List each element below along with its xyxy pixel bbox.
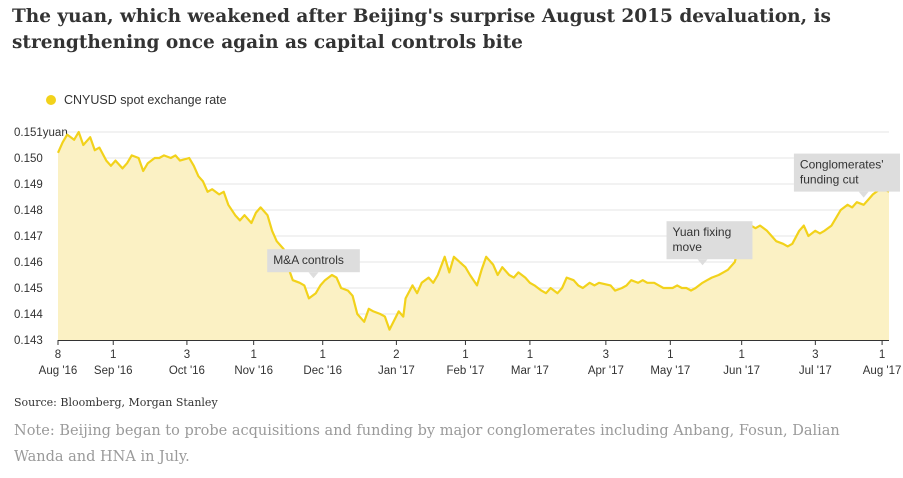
x-tick-month-label: Nov '16 <box>234 365 273 377</box>
legend-dot-icon <box>46 95 56 105</box>
annotation-pointer <box>858 191 869 198</box>
x-tick-month-label: Jan '17 <box>378 365 415 377</box>
annotation-label: Conglomerates' <box>800 158 884 172</box>
x-tick-day-label: 3 <box>184 349 190 361</box>
exchange-rate-chart: 0.151yuan 0.150 0.149 0.148 0.147 0.146 0.145 0… <box>14 127 902 377</box>
x-tick-day-label: 2 <box>393 349 399 361</box>
y-tick-label: 0.148 <box>14 205 43 217</box>
x-tick-day-label: 1 <box>879 349 885 361</box>
annotation-label: M&A controls <box>273 253 344 267</box>
y-tick-label: 0.145 <box>14 283 43 295</box>
annotation-box <box>666 221 753 260</box>
x-tick-day-label: 1 <box>462 349 468 361</box>
y-tick-label: 0.151yuan <box>14 127 68 139</box>
chart-note: Note: Beijing began to probe acquisition… <box>14 423 840 465</box>
y-tick-label: 0.149 <box>14 179 43 191</box>
x-tick-month-label: Sep '16 <box>94 365 133 377</box>
x-tick-day-label: 8 <box>55 349 61 361</box>
chart-legend: CNYUSD spot exchange rate <box>46 93 227 107</box>
annotation-label: move <box>673 240 703 254</box>
x-tick-day-label: 1 <box>527 349 533 361</box>
x-tick-month-label: Feb '17 <box>446 365 484 377</box>
x-tick-day-label: 1 <box>667 349 673 361</box>
x-tick-month-label: Aug '16 <box>39 365 78 377</box>
x-tick-day-label: 1 <box>738 349 744 361</box>
x-tick-month-label: Jul '17 <box>799 365 832 377</box>
annotation-pointer <box>697 259 708 266</box>
series-line <box>56 130 890 331</box>
y-tick-label: 0.150 <box>14 153 43 165</box>
annotation-label: funding cut <box>800 173 859 187</box>
chart-headline: The yuan, which weakened after Beijing's… <box>12 6 831 53</box>
annotation-pointer <box>308 272 319 279</box>
y-tick-label: 0.143 <box>14 335 43 347</box>
x-tick-day-label: 1 <box>250 349 256 361</box>
y-tick-label: 0.147 <box>14 231 43 243</box>
x-tick-day-label: 1 <box>320 349 326 361</box>
y-tick-label: 0.146 <box>14 257 43 269</box>
y-tick-label: 0.144 <box>14 309 43 321</box>
x-tick-day-label: 1 <box>110 349 116 361</box>
x-tick-month-label: Jun '17 <box>723 365 760 377</box>
x-tick-day-label: 3 <box>812 349 818 361</box>
legend-label: CNYUSD spot exchange rate <box>64 93 227 107</box>
x-tick-month-label: Dec '16 <box>303 365 342 377</box>
x-tick-month-label: Oct '16 <box>169 365 205 377</box>
x-tick-day-label: 3 <box>603 349 609 361</box>
annotation-label: Yuan fixing <box>673 225 732 239</box>
x-tick-month-label: Apr '17 <box>588 365 624 377</box>
annotation-box <box>267 249 360 273</box>
x-tick-month-label: Aug '17 <box>863 365 902 377</box>
annotation-box <box>793 153 900 192</box>
x-tick-month-label: May '17 <box>650 365 690 377</box>
source-line: Source: Bloomberg, Morgan Stanley <box>14 396 218 409</box>
x-tick-month-label: Mar '17 <box>511 365 549 377</box>
